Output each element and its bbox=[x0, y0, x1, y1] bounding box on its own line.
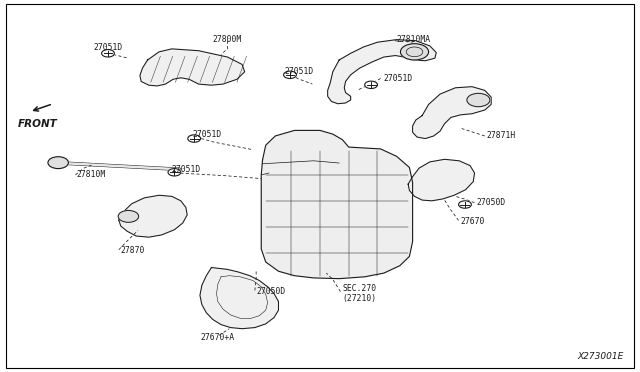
Circle shape bbox=[188, 135, 200, 142]
Text: 27810M: 27810M bbox=[76, 170, 106, 179]
Text: 27051D: 27051D bbox=[93, 42, 122, 51]
Text: 27051D: 27051D bbox=[384, 74, 413, 83]
Text: 27810MA: 27810MA bbox=[397, 35, 431, 44]
Polygon shape bbox=[140, 49, 244, 86]
Circle shape bbox=[365, 81, 378, 89]
Text: X273001E: X273001E bbox=[577, 352, 623, 361]
Text: 27870: 27870 bbox=[121, 246, 145, 255]
Polygon shape bbox=[200, 267, 278, 329]
Circle shape bbox=[467, 93, 490, 107]
Text: 27670: 27670 bbox=[461, 217, 485, 226]
Circle shape bbox=[102, 49, 115, 57]
Text: FRONT: FRONT bbox=[18, 119, 58, 129]
Text: 27800M: 27800M bbox=[212, 35, 242, 44]
Circle shape bbox=[459, 201, 471, 208]
Circle shape bbox=[401, 44, 429, 60]
Text: 27051D: 27051D bbox=[285, 67, 314, 76]
Circle shape bbox=[48, 157, 68, 169]
Text: 27051D: 27051D bbox=[192, 129, 221, 139]
Circle shape bbox=[118, 211, 139, 222]
Text: 27051D: 27051D bbox=[172, 165, 201, 174]
Text: 27670+A: 27670+A bbox=[201, 333, 235, 343]
Polygon shape bbox=[261, 131, 413, 279]
Polygon shape bbox=[328, 39, 436, 104]
Text: SEC.270
(27210): SEC.270 (27210) bbox=[342, 284, 376, 303]
Circle shape bbox=[168, 169, 180, 176]
Text: 27871H: 27871H bbox=[486, 131, 515, 141]
Polygon shape bbox=[119, 195, 187, 237]
Circle shape bbox=[284, 71, 296, 78]
Text: 27050D: 27050D bbox=[256, 287, 285, 296]
Text: 27050D: 27050D bbox=[476, 198, 506, 207]
Polygon shape bbox=[408, 159, 474, 201]
Polygon shape bbox=[413, 87, 491, 138]
